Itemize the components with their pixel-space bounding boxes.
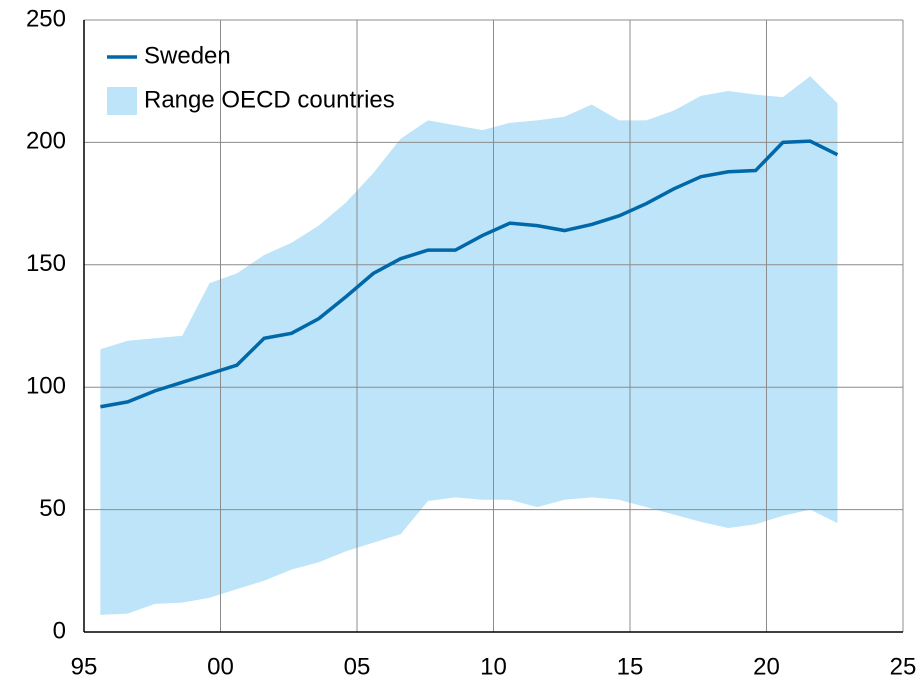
legend-label: Range OECD countries — [144, 86, 395, 113]
legend-label: Sweden — [144, 42, 231, 69]
x-tick-label: 95 — [71, 653, 98, 680]
range-area — [100, 76, 838, 615]
y-tick-label: 250 — [26, 5, 66, 32]
y-tick-label: 150 — [26, 250, 66, 277]
x-tick-label: 25 — [890, 653, 917, 680]
x-tick-label: 15 — [617, 653, 644, 680]
y-tick-label: 50 — [39, 495, 66, 522]
y-tick-label: 0 — [53, 617, 66, 644]
line — [100, 139, 839, 409]
x-tick-label: 00 — [207, 653, 234, 680]
x-tick-label: 05 — [344, 653, 371, 680]
x-tick-label: 10 — [480, 653, 507, 680]
legend-key — [107, 87, 137, 115]
y-tick-label: 200 — [26, 128, 66, 155]
x-tick-label: 20 — [753, 653, 780, 680]
y-tick-label: 100 — [26, 373, 66, 400]
